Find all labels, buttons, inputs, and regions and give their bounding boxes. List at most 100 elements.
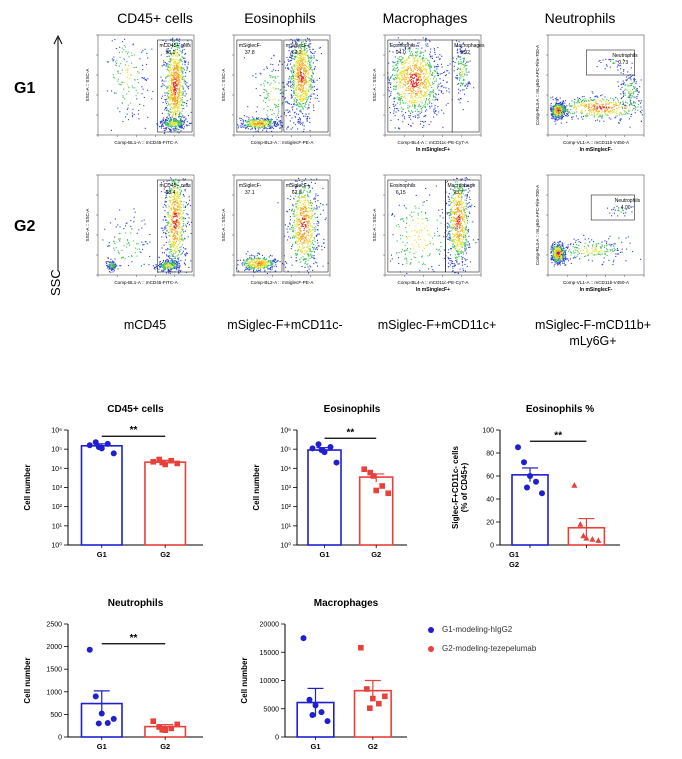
flow-event [406,70,408,72]
flow-event [144,127,146,129]
flow-event [634,96,636,98]
flow-event [425,87,427,89]
flow-event [176,63,178,65]
flow-event [411,110,413,112]
flow-event [170,255,172,257]
flow-event [177,93,179,95]
flow-event [558,104,560,106]
flow-event [164,62,166,64]
flow-event [628,113,630,115]
flow-event [639,111,641,113]
flow-event [303,51,305,53]
flow-event [420,82,422,84]
flow-event [173,128,175,130]
flow-event [175,74,177,76]
flow-event [394,108,396,110]
flow-event [296,51,298,53]
flow-event [302,115,304,117]
flow-event [165,107,167,109]
flow-event [417,67,419,69]
flow-event [176,48,178,50]
flow-event [427,65,429,67]
flow-event [177,121,179,123]
flow-event [172,87,174,89]
flow-event [166,258,168,260]
flow-event [171,197,173,199]
flow-event [440,90,442,92]
flow-event [177,240,179,242]
flow-event [565,110,567,112]
flow-event [398,69,400,71]
flow-event [180,125,182,127]
flow-event [289,120,291,122]
flow-event [274,125,276,127]
flow-event [389,107,391,109]
flow-event [396,74,398,76]
flow-event [456,45,458,47]
flow-event [436,72,438,74]
flow-event [433,110,435,112]
flow-event [186,66,188,68]
flow-event [181,85,183,87]
flow-event [567,113,569,115]
flow-event [117,70,119,72]
flow-event [306,72,308,74]
flow-event [420,105,422,107]
flow-event [556,113,558,115]
flow-event [181,78,183,80]
flow-event [633,80,635,82]
flow-event [298,38,300,40]
flow-event [399,84,401,86]
flow-event [622,102,624,104]
flow-event [411,74,413,76]
flow-event [185,83,187,85]
flow-event [563,112,565,114]
flow-event [131,85,133,87]
flow-event [550,106,552,108]
flow-event [399,48,401,50]
flow-event [165,126,167,128]
flow-event [161,125,163,127]
flow-event [267,126,269,128]
flow-event [310,43,312,45]
flow-event [177,245,179,247]
flow-event [434,80,436,82]
flow-event [265,121,267,123]
flow-event [111,40,113,42]
flow-event [417,84,419,86]
flow-event [555,108,557,110]
flow-event [413,77,415,79]
flow-event [166,64,168,66]
flow-event [295,82,297,84]
flow-event [417,73,419,75]
flow-event [141,51,143,53]
flow-event [304,103,306,105]
flow-event [177,181,179,183]
flow-event [563,105,565,107]
flow-event [430,66,432,68]
flow-event [461,82,463,84]
flow-event [184,95,186,97]
flow-event [257,127,259,129]
flow-event [176,190,178,192]
flow-event [393,96,395,98]
flow-event [615,103,617,105]
flow-event [294,68,296,70]
flow-event [433,82,435,84]
flow-event [178,257,180,259]
flow-event [294,58,296,60]
flow-event [403,70,405,72]
flow-event [556,111,558,113]
flow-event [168,256,170,258]
flow-event [125,69,127,71]
flow-event [176,44,178,46]
flow-event [181,59,183,61]
flow-event [627,96,629,98]
flow-event [273,79,275,81]
flow-event [412,86,414,88]
flow-event [174,127,176,129]
flow-event [170,79,172,81]
flow-event [307,116,309,118]
flow-event [420,90,422,92]
flow-event [599,115,601,117]
